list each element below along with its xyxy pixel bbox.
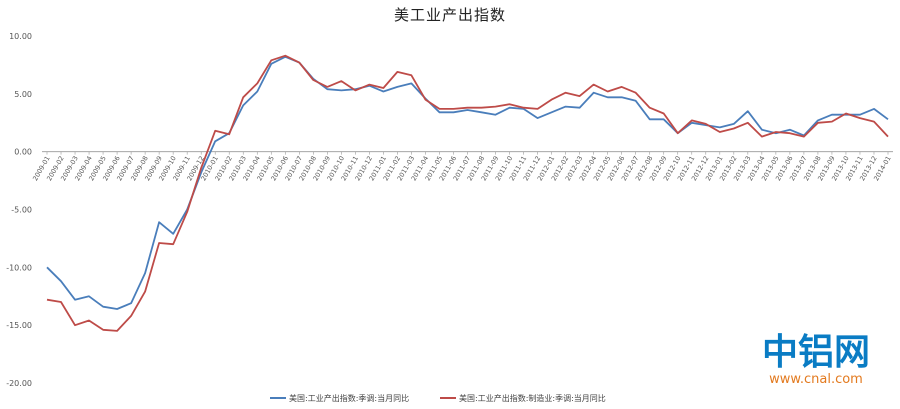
y-tick-label: 5.00: [14, 90, 32, 99]
y-tick-label: 10.00: [9, 32, 32, 41]
watermark-url-text: www.cnal.com: [769, 372, 863, 387]
y-tick-label: 0.00: [14, 148, 32, 157]
x-axis: 2009-012009-022009-032009-042009-052009-…: [31, 151, 893, 182]
watermark-logo: 中铝网 www.cnal.com: [762, 332, 870, 387]
series-lines: [46, 54, 889, 332]
chart-title: 美工业产出指数: [393, 6, 506, 24]
series-line-1: [46, 55, 889, 310]
series-line-2: [46, 54, 889, 332]
y-tick-label: -20.00: [6, 379, 32, 388]
y-axis-labels: 10.00 5.00 0.00 -5.00 -10.00 -15.00 -20.00: [6, 32, 32, 388]
legend: 美国:工业产出指数:季调:当月同比 美国:工业产出指数:制造业:季调:当月同比: [270, 393, 606, 403]
watermark-main-text: 中铝网: [762, 332, 870, 373]
legend-label: 美国:工业产出指数:制造业:季调:当月同比: [459, 393, 606, 403]
y-tick-label: -10.00: [6, 263, 32, 272]
y-tick-label: -15.00: [6, 321, 32, 330]
y-tick-label: -5.00: [11, 206, 32, 215]
legend-label: 美国:工业产出指数:季调:当月同比: [289, 393, 409, 403]
